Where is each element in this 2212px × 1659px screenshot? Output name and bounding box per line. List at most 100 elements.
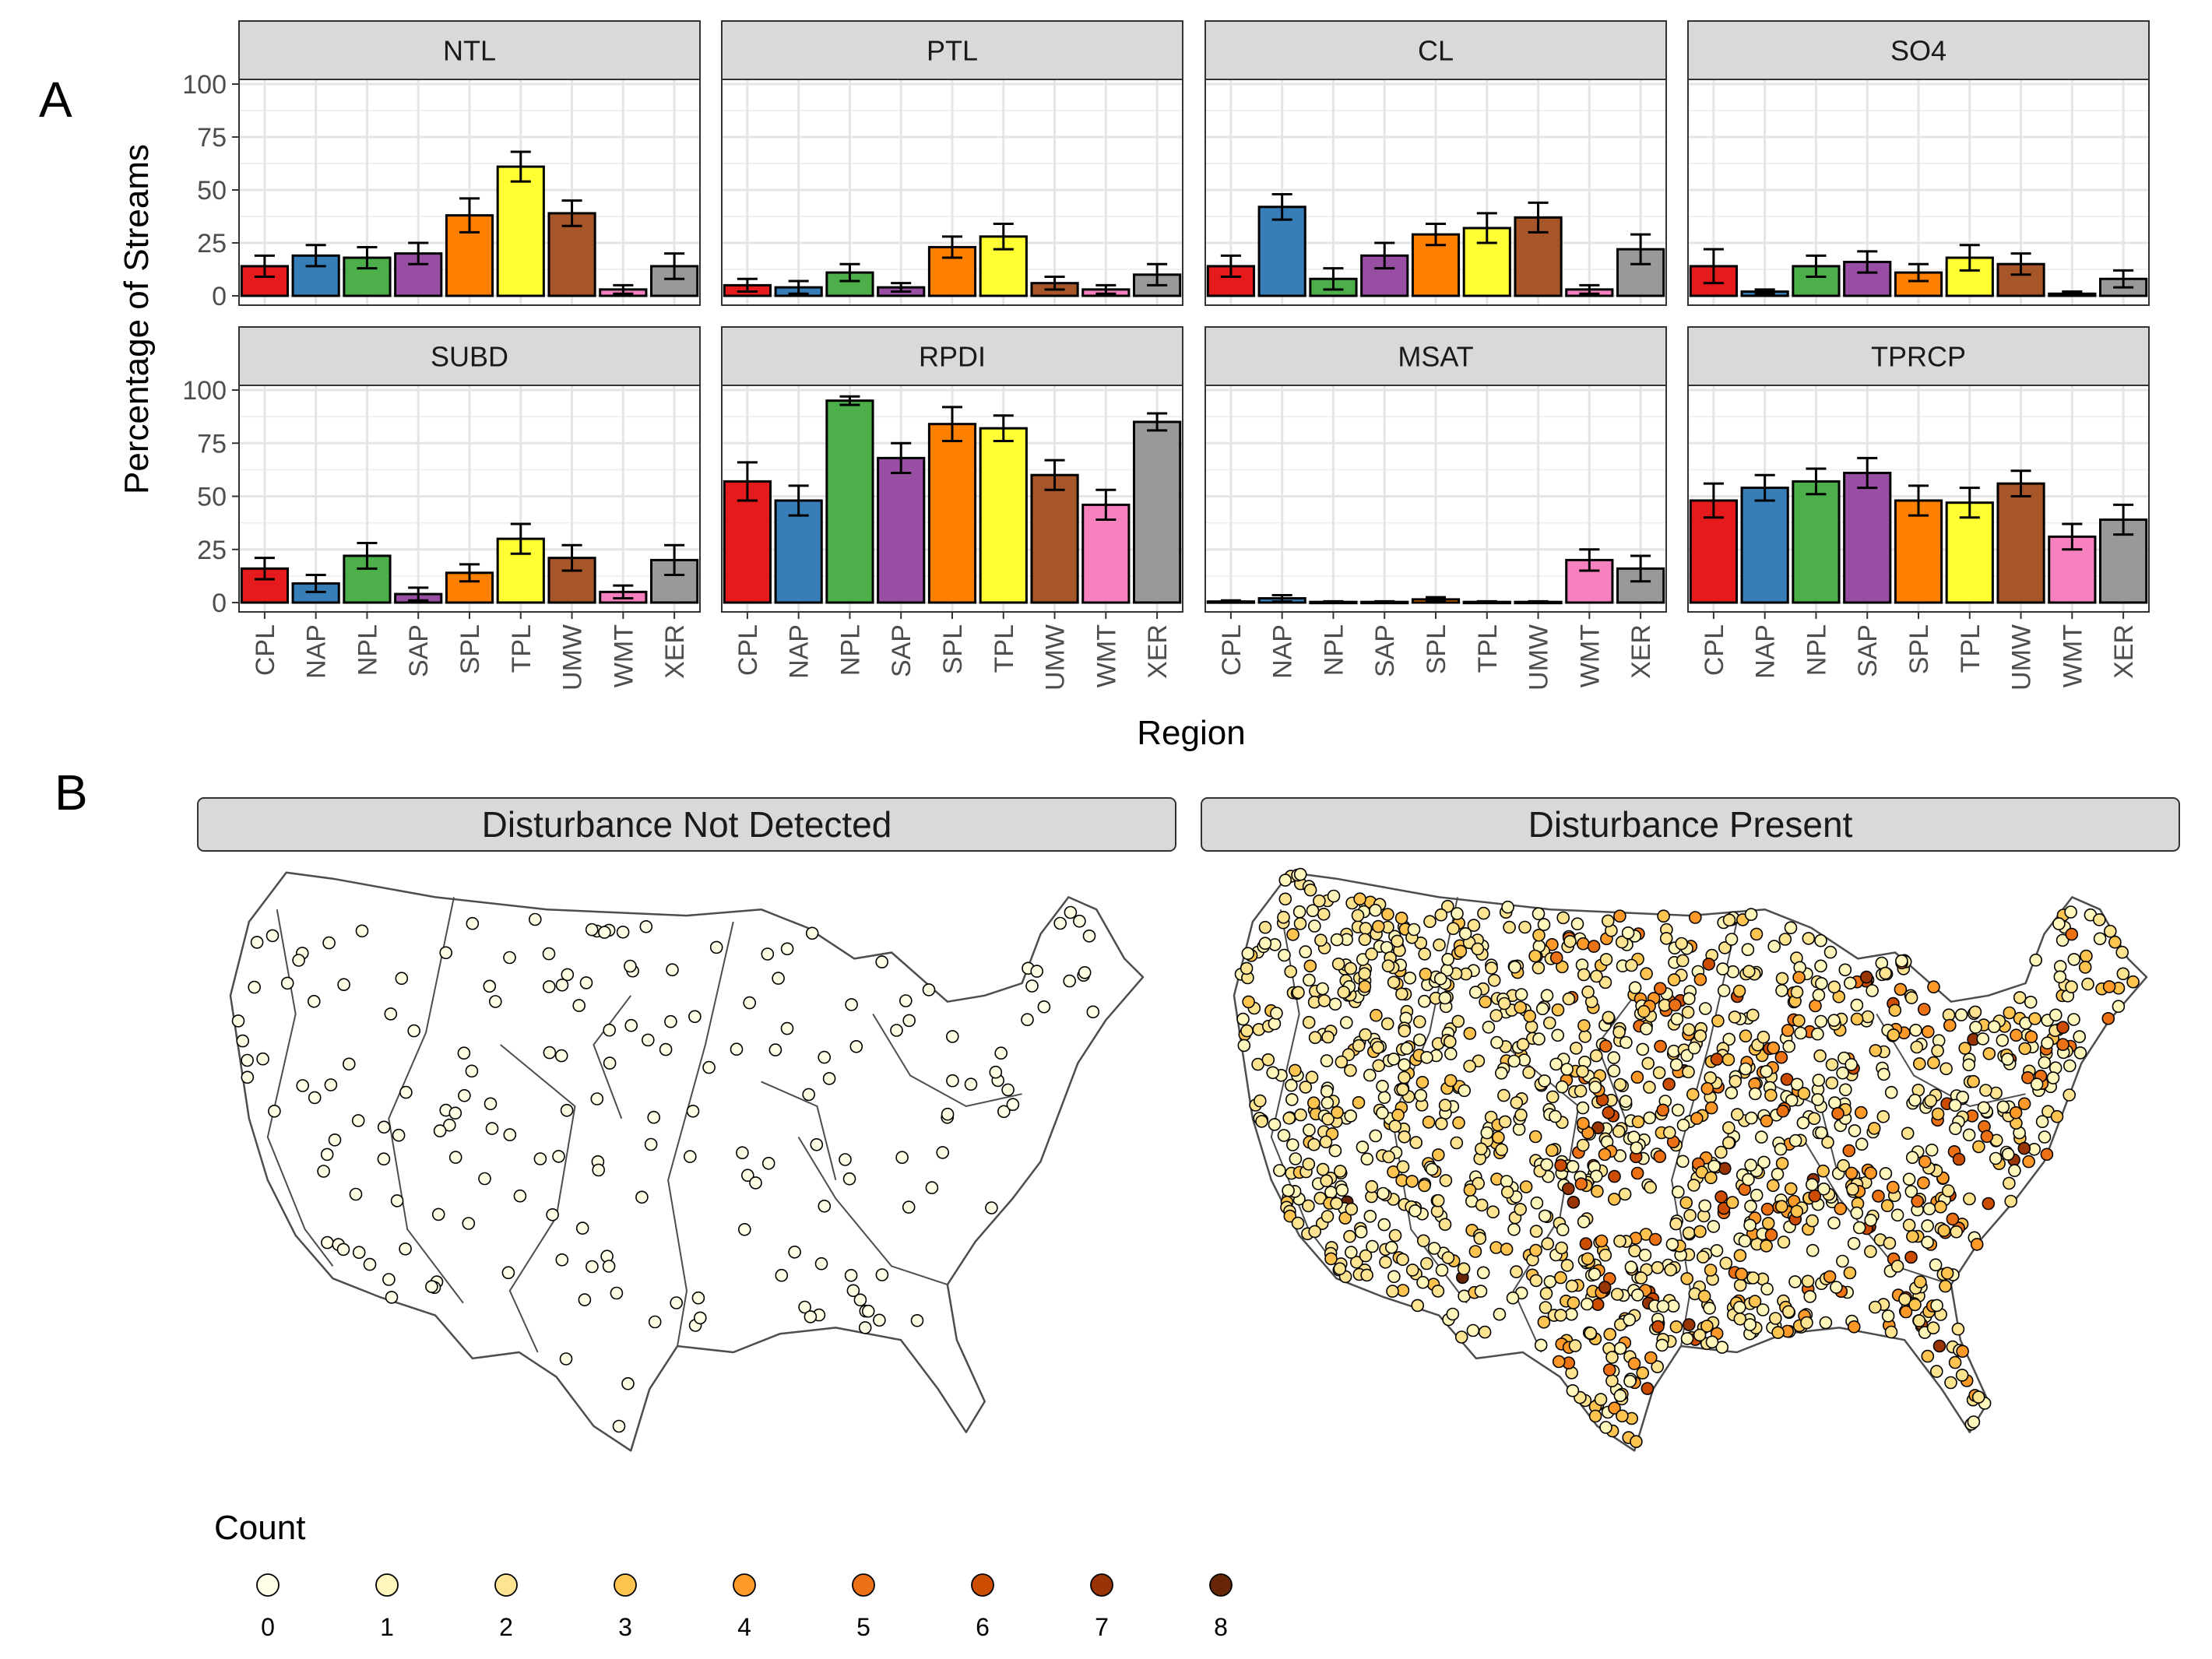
site-point bbox=[1340, 1016, 1353, 1029]
site-point bbox=[1285, 1093, 1299, 1106]
site-point bbox=[1761, 1217, 1775, 1230]
site-point bbox=[1333, 1262, 1347, 1275]
site-point bbox=[2126, 975, 2140, 989]
site-point bbox=[1767, 940, 1781, 953]
error-bar bbox=[2062, 522, 2083, 551]
bar-umw bbox=[1030, 473, 1079, 604]
site-point bbox=[1282, 1112, 1296, 1125]
site-point bbox=[382, 1273, 396, 1286]
site-point bbox=[1904, 1250, 1918, 1264]
site-point bbox=[1354, 1225, 1368, 1239]
y-tick-label: 25 bbox=[197, 229, 227, 258]
site-point bbox=[1497, 996, 1511, 1011]
site-point bbox=[1602, 1363, 1616, 1376]
site-point bbox=[1613, 1077, 1627, 1091]
site-point bbox=[1411, 1299, 1424, 1313]
site-point bbox=[1732, 984, 1746, 998]
site-point bbox=[1324, 1186, 1338, 1199]
site-point bbox=[1821, 1136, 1834, 1149]
site-point bbox=[1932, 1339, 1946, 1353]
x-tick-label: NAP bbox=[1751, 624, 1781, 679]
site-point bbox=[1387, 975, 1401, 989]
site-point bbox=[1431, 1193, 1445, 1207]
site-point bbox=[1815, 1126, 1828, 1140]
site-point bbox=[1918, 1003, 1931, 1016]
site-point bbox=[1735, 1267, 1748, 1281]
site-point bbox=[1715, 1341, 1728, 1354]
site-point bbox=[1996, 1100, 2010, 1114]
site-point bbox=[1814, 1014, 1828, 1028]
site-point bbox=[1693, 1029, 1707, 1042]
site-point bbox=[407, 1024, 421, 1038]
site-point bbox=[1433, 938, 1446, 952]
site-point bbox=[1371, 1041, 1385, 1054]
error-bar bbox=[1095, 488, 1117, 522]
site-point bbox=[1739, 1062, 1753, 1076]
site-point bbox=[1817, 1183, 1830, 1196]
count-legend: Count 0 1 2 3 4 5 6 7 8 bbox=[214, 1509, 1233, 1641]
site-point bbox=[1577, 937, 1590, 951]
site-point bbox=[1864, 1166, 1877, 1179]
site-point bbox=[1438, 1098, 1452, 1112]
site-point bbox=[1417, 1234, 1430, 1248]
site-point bbox=[1319, 1135, 1333, 1149]
site-point bbox=[1644, 1351, 1658, 1365]
site-point bbox=[768, 1043, 782, 1056]
site-point bbox=[1630, 1141, 1644, 1155]
ecoregion-boundary bbox=[761, 1081, 837, 1181]
site-point bbox=[1529, 1243, 1542, 1257]
site-point bbox=[659, 1042, 673, 1056]
x-tick-label: TPL bbox=[990, 624, 1019, 673]
site-point bbox=[1667, 973, 1681, 986]
site-point bbox=[1675, 937, 1688, 951]
error-bar bbox=[1857, 456, 1878, 490]
y-tick-label: 50 bbox=[197, 176, 227, 206]
site-point bbox=[1472, 1176, 1485, 1190]
site-point bbox=[1641, 1056, 1655, 1070]
site-point bbox=[1733, 1278, 1747, 1292]
site-point bbox=[1806, 1178, 1819, 1191]
site-point bbox=[1516, 1038, 1530, 1051]
site-point bbox=[1514, 988, 1528, 1001]
site-point bbox=[355, 924, 369, 938]
site-point bbox=[1518, 920, 1532, 934]
site-point bbox=[1669, 1058, 1683, 1071]
site-point bbox=[610, 1286, 624, 1300]
site-point bbox=[1890, 1208, 1904, 1222]
site-point bbox=[1352, 1096, 1366, 1109]
site-point bbox=[1528, 949, 1542, 963]
site-point bbox=[503, 1128, 517, 1141]
site-point bbox=[624, 1018, 638, 1032]
site-point bbox=[1930, 1299, 1943, 1313]
site-point bbox=[578, 1293, 592, 1306]
site-point bbox=[1710, 1053, 1724, 1066]
site-point bbox=[612, 1419, 626, 1433]
site-point bbox=[1463, 1027, 1477, 1040]
site-point bbox=[1769, 1312, 1782, 1325]
error-bar bbox=[1220, 254, 1241, 279]
site-point bbox=[1497, 1088, 1510, 1102]
site-point bbox=[989, 1065, 1003, 1079]
ecoregion-boundary bbox=[797, 1136, 948, 1286]
site-point bbox=[2056, 933, 2070, 947]
site-point bbox=[1568, 1339, 1582, 1352]
site-point bbox=[1529, 1274, 1543, 1288]
site-point bbox=[561, 968, 575, 982]
site-point bbox=[616, 926, 630, 939]
legend-label: 1 bbox=[380, 1613, 394, 1641]
site-point bbox=[1722, 1032, 1735, 1046]
site-point bbox=[483, 979, 497, 993]
site-point bbox=[743, 996, 757, 1010]
site-point bbox=[1962, 1128, 1976, 1142]
site-point bbox=[1767, 1041, 1780, 1055]
site-point bbox=[1317, 994, 1331, 1007]
site-point bbox=[448, 1151, 462, 1164]
site-point bbox=[1414, 1088, 1428, 1102]
site-point bbox=[1514, 1000, 1527, 1014]
site-point bbox=[1750, 927, 1764, 941]
site-point bbox=[1353, 892, 1366, 905]
site-point bbox=[1698, 1199, 1711, 1213]
site-point bbox=[1881, 1309, 1895, 1323]
site-point bbox=[647, 1110, 661, 1124]
site-point bbox=[1942, 1184, 1955, 1197]
